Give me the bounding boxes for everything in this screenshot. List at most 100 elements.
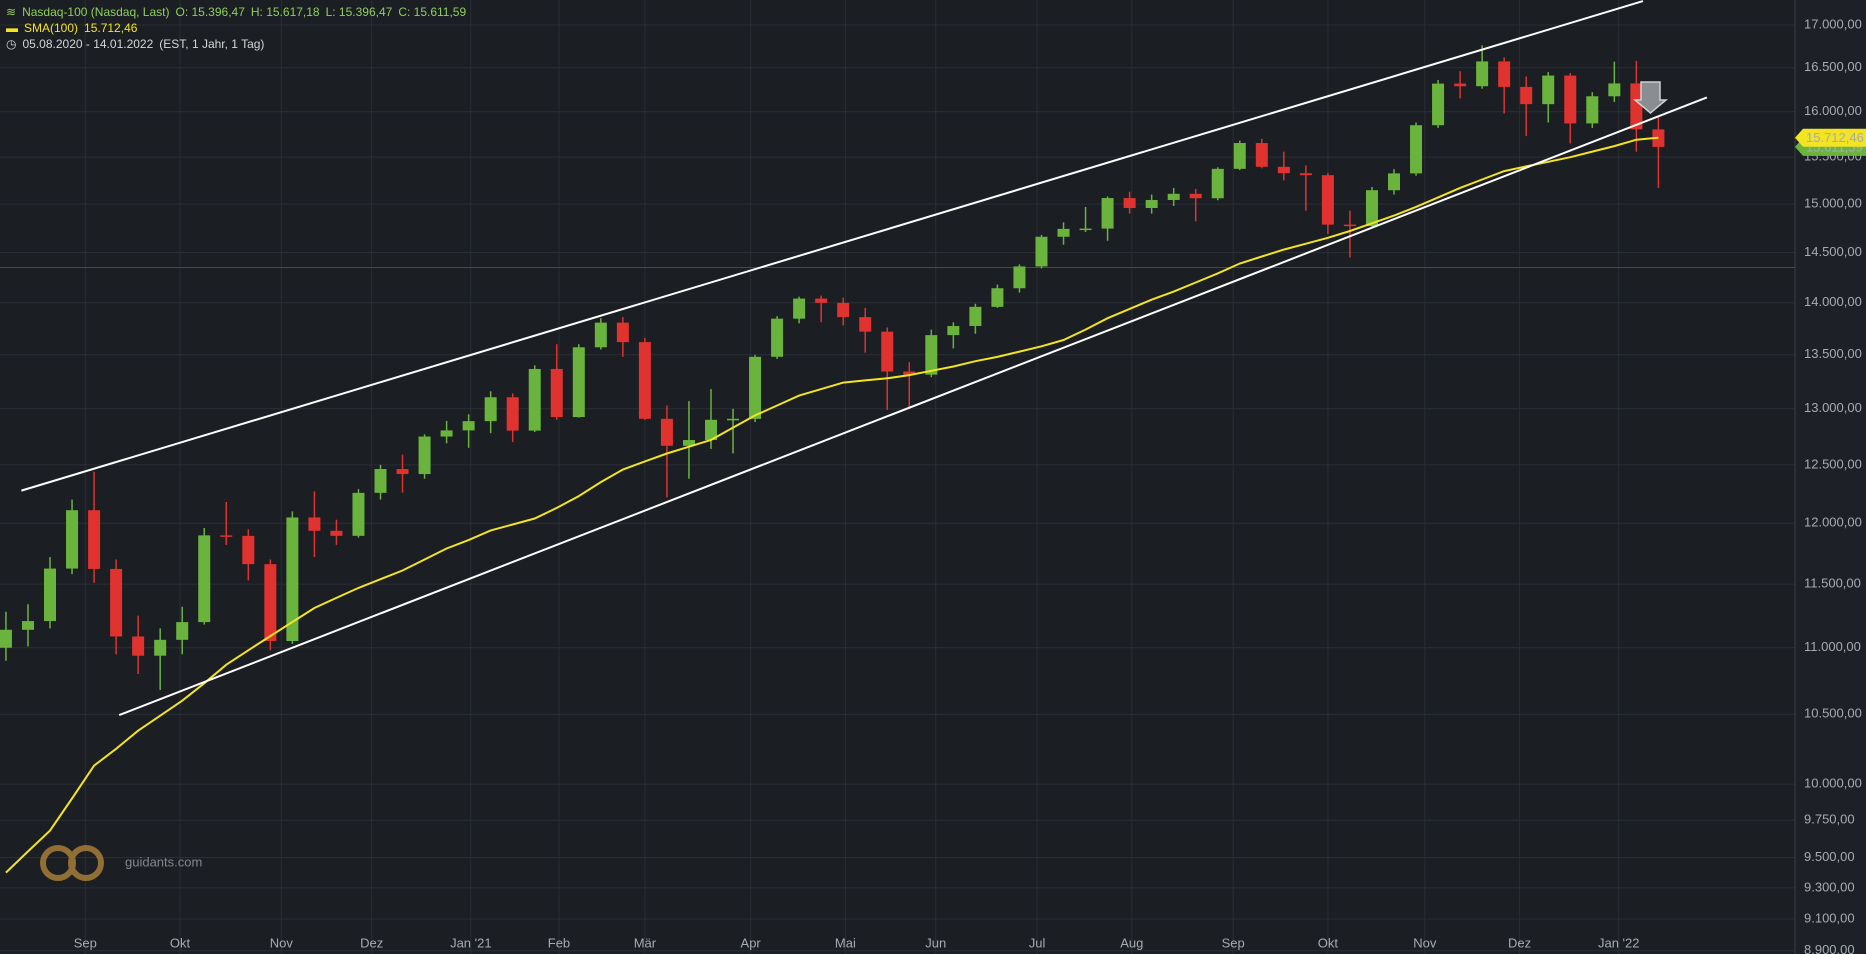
candle-body [1211, 168, 1224, 199]
candle-body [660, 418, 673, 446]
candle-body [1410, 125, 1423, 174]
y-tick-label: 9.500,00 [1804, 849, 1855, 864]
candle-body [837, 302, 850, 318]
candle-body [1255, 143, 1268, 167]
y-tick-label: 14.000,00 [1804, 294, 1862, 309]
ohlc: C: 15.611,59 [398, 5, 467, 19]
candle-body [1123, 198, 1136, 208]
candle-body [1013, 266, 1026, 289]
y-tick-label: 10.000,00 [1804, 776, 1862, 791]
candle-body [1586, 96, 1599, 124]
x-tick-label: Apr [741, 935, 762, 950]
y-tick-label: 13.000,00 [1804, 400, 1862, 415]
candle-body [1145, 199, 1158, 208]
candle-body [88, 510, 101, 569]
y-tick-label: 11.000,00 [1804, 639, 1861, 654]
x-tick-label: Okt [170, 935, 191, 950]
candle-body [1299, 173, 1312, 176]
x-tick-label: Mär [634, 935, 657, 950]
candle-body [1233, 143, 1246, 169]
candle-body [1608, 83, 1621, 97]
x-tick-label: Dez [360, 935, 383, 950]
symbol-icon: ≋ [6, 5, 17, 19]
candle-body [110, 568, 123, 637]
legend-row: ◷ 05.08.2020 - 14.01.2022 (EST, 1 Jahr, 1 … [6, 36, 472, 52]
x-tick-label: Sep [74, 935, 97, 950]
candle-body [704, 419, 717, 441]
x-tick-label: Jun [925, 935, 946, 950]
candle-body [1542, 75, 1555, 105]
clock-icon: ◷ [6, 37, 17, 51]
candle-body [1035, 236, 1048, 267]
candle-body [771, 318, 784, 357]
candle-body [1476, 61, 1489, 87]
candle-body [1454, 83, 1467, 87]
price-tag-label: 15.712,46 [1806, 130, 1864, 145]
x-tick-label: Jul [1029, 935, 1046, 950]
price-tag [1795, 128, 1866, 147]
candle-body [528, 368, 541, 431]
candle-body [462, 421, 475, 431]
candle-body [264, 564, 277, 641]
candle-body [198, 535, 211, 623]
y-tick-label: 16.000,00 [1804, 103, 1862, 118]
candle-body [484, 397, 497, 422]
candle-body [1498, 61, 1511, 87]
candle-body [572, 347, 585, 418]
y-tick-label: 17.000,00 [1804, 16, 1862, 31]
trend-line [118, 96, 1708, 717]
candle-body [1079, 228, 1092, 231]
candle-body [1432, 83, 1445, 126]
candle-body [969, 306, 982, 327]
candle-body [1101, 198, 1114, 229]
candle-body [1167, 193, 1180, 200]
candle-body [506, 397, 519, 431]
candle-body [308, 517, 321, 531]
indicator-value: 15.712,46 [84, 21, 138, 35]
indicator: SMA(100) [24, 21, 79, 35]
x-tick-label: Okt [1318, 935, 1339, 950]
y-tick-label: 8.900,00 [1804, 942, 1855, 954]
y-tick-label: 9.750,00 [1804, 812, 1855, 827]
candle-body [21, 621, 34, 630]
candle-body [793, 298, 806, 319]
candle-body [749, 356, 762, 419]
y-tick-label: 12.500,00 [1804, 456, 1862, 471]
x-tick-label: Mai [835, 935, 856, 950]
candle-body [682, 440, 695, 446]
price-axis-panel [1795, 0, 1866, 954]
candle-body [418, 436, 431, 475]
candle-body [242, 535, 255, 565]
candle-body [396, 469, 409, 475]
arrow-annotation [1632, 81, 1669, 114]
x-tick-label: Jan '21 [450, 935, 492, 950]
ohlc: L: 15.396,47 [325, 5, 393, 19]
ohlc: O: 15.396,47 [175, 5, 245, 19]
instrument: Nasdaq-100 (Nasdaq, Last) [22, 5, 170, 19]
candle-body [176, 622, 189, 640]
y-tick-label: 10.500,00 [1804, 706, 1862, 721]
candle-body [286, 517, 299, 641]
candle-body [947, 326, 960, 336]
candle-body [638, 342, 651, 419]
trend-line [21, 0, 1644, 492]
candle-body [881, 331, 894, 372]
y-tick-label: 9.300,00 [1804, 879, 1855, 894]
candle-body [1189, 193, 1202, 199]
candle-body [220, 535, 233, 537]
candle-body [1388, 173, 1401, 191]
x-tick-label: Nov [270, 935, 294, 950]
legend-row: ≋ Nasdaq-100 (Nasdaq, Last) O: 15.396,47 H:… [6, 4, 472, 20]
y-tick-label: 15.000,00 [1804, 196, 1862, 211]
date-range: 05.08.2020 - 14.01.2022 [22, 37, 154, 51]
ohlc: H: 15.617,18 [250, 5, 320, 19]
candle-body [132, 636, 145, 656]
y-tick-label: 16.500,00 [1804, 59, 1862, 74]
candle-body [925, 335, 938, 375]
legend-row: ▬ SMA(100) 15.712,46 [6, 20, 472, 36]
candle-body [903, 371, 916, 375]
candle-body [594, 322, 607, 348]
candle-body [374, 469, 387, 493]
